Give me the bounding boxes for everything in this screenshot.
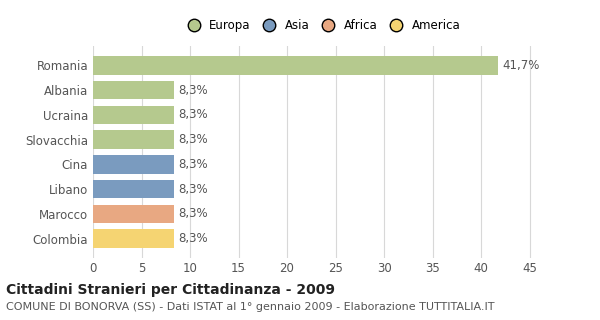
Legend: Europa, Asia, Africa, America: Europa, Asia, Africa, America	[179, 16, 463, 34]
Bar	[93, 155, 173, 174]
Text: 41,7%: 41,7%	[502, 59, 540, 72]
Text: 8,3%: 8,3%	[178, 158, 208, 171]
Text: 8,3%: 8,3%	[178, 108, 208, 121]
Bar	[93, 130, 173, 149]
Bar	[93, 205, 173, 223]
Text: Cittadini Stranieri per Cittadinanza - 2009: Cittadini Stranieri per Cittadinanza - 2…	[6, 283, 335, 297]
Bar	[93, 106, 173, 124]
Text: 8,3%: 8,3%	[178, 232, 208, 245]
Text: 8,3%: 8,3%	[178, 84, 208, 97]
Text: COMUNE DI BONORVA (SS) - Dati ISTAT al 1° gennaio 2009 - Elaborazione TUTTITALIA: COMUNE DI BONORVA (SS) - Dati ISTAT al 1…	[6, 302, 494, 312]
Bar	[93, 56, 497, 75]
Text: 8,3%: 8,3%	[178, 183, 208, 196]
Text: 8,3%: 8,3%	[178, 133, 208, 146]
Text: 8,3%: 8,3%	[178, 207, 208, 220]
Bar	[93, 180, 173, 198]
Bar	[93, 81, 173, 99]
Bar	[93, 229, 173, 248]
